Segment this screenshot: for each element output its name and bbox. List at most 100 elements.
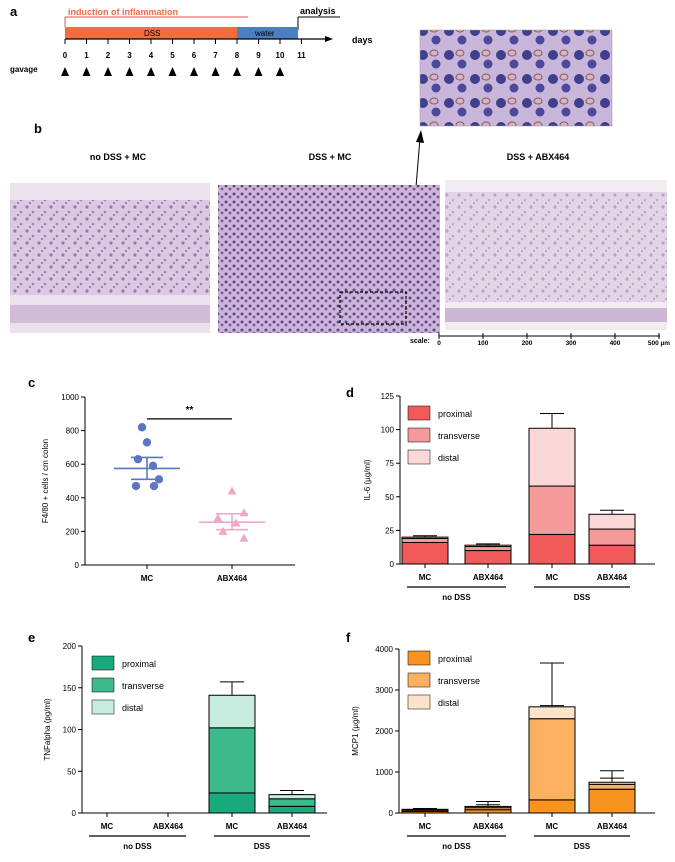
bar-segment-proximal	[528, 799, 576, 814]
scale-tick-label: 0	[437, 340, 441, 347]
bar-segment-distal	[588, 781, 636, 785]
data-point-mc	[133, 454, 143, 464]
bar-segment-proximal	[208, 792, 256, 814]
day-tick-label: 2	[106, 51, 111, 60]
panel-c-letter: c	[28, 375, 35, 390]
y-tick-label: 3000	[375, 686, 393, 695]
panel-c-chart: c 0 200 400 600 800 1000 F4/80 + cells / cm col…	[28, 375, 295, 583]
zoom-region-box	[339, 291, 407, 325]
bar-segment-transverse	[588, 783, 636, 790]
y-axis-label: TNFalpha (pg/ml)	[43, 698, 52, 761]
legend-swatch-transverse	[407, 427, 431, 443]
gavage-arrow	[276, 67, 284, 76]
bar-segment-distal	[528, 706, 576, 720]
day-tick-label: 8	[235, 51, 240, 60]
bar-segment-distal	[528, 427, 576, 487]
day-tick-label: 3	[127, 51, 132, 60]
x-tick-label: MC	[419, 573, 432, 582]
gavage-arrow	[168, 67, 177, 76]
day-tick-label: 7	[213, 51, 218, 60]
panel-b: b no DSS + MC DSS + MC DSS + ABX464 scal…	[10, 121, 670, 347]
y-tick-label: 75	[385, 459, 394, 468]
group-label: no DSS	[442, 842, 471, 851]
data-point-abx464	[218, 526, 228, 535]
y-tick-label: 50	[385, 493, 394, 502]
bar-segment-transverse	[588, 528, 636, 546]
data-point-mc	[137, 423, 147, 432]
bar-segment-transverse	[528, 485, 576, 535]
induction-label: induction of inflammation	[68, 7, 178, 17]
bar-segment-transverse	[464, 546, 512, 552]
panel-d-letter: d	[346, 385, 354, 400]
y-tick-label: 4000	[375, 645, 393, 654]
y-tick-label: 200	[66, 527, 80, 536]
zoom-inset-image	[419, 29, 613, 127]
data-point-abx464	[213, 513, 223, 522]
data-point-abx464	[239, 508, 249, 517]
legend-label-distal: distal	[438, 453, 459, 463]
y-tick-label: 100	[381, 426, 395, 435]
day-tick-label: 4	[149, 51, 154, 60]
x-tick-label: MC	[141, 574, 154, 583]
y-tick-label: 1000	[61, 393, 79, 402]
water-label: water	[254, 29, 275, 38]
bar-segment-proximal	[401, 541, 449, 565]
panel-f-chart: f 0 1000 2000 3000 4000 MCP1 (µg/ml) MC ABX464 MC…	[346, 630, 655, 851]
scale-tick-label: 200	[522, 340, 533, 347]
y-tick-label: 0	[389, 809, 394, 818]
day-tick-label: 9	[256, 51, 261, 60]
bar-segment-distal	[208, 694, 256, 729]
day-tick-label: 1	[84, 51, 89, 60]
legend-swatch-proximal	[91, 655, 115, 671]
y-tick-label: 125	[381, 392, 395, 401]
data-point-mc	[149, 481, 159, 491]
gavage-arrow	[233, 67, 241, 76]
panel-f-letter: f	[346, 630, 351, 645]
bar-segment-proximal	[268, 805, 316, 814]
histology-dss-abx464-tissue	[445, 192, 667, 302]
bar-segment-proximal	[528, 533, 576, 565]
y-axis-label: F4/80 + cells / cm colon	[41, 439, 50, 523]
title-no-dss-mc: no DSS + MC	[90, 152, 147, 162]
x-tick-label: ABX464	[597, 573, 628, 582]
y-tick-label: 0	[72, 809, 77, 818]
bar-segment-distal	[464, 805, 512, 809]
group-label: DSS	[574, 593, 591, 602]
analysis-label: analysis	[300, 6, 336, 16]
group-label: DSS	[254, 842, 271, 851]
legend-swatch-proximal	[407, 650, 431, 666]
legend-label-proximal: proximal	[438, 409, 472, 419]
legend-swatch-transverse	[91, 677, 115, 693]
significance-label: **	[186, 405, 194, 416]
legend-swatch-transverse	[407, 672, 431, 688]
gavage-arrow	[82, 67, 91, 76]
day-tick-label: 10	[276, 51, 285, 60]
panel-a: a induction of inflammation analysis DSS…	[10, 4, 373, 76]
scale-tick-label: 300	[566, 340, 577, 347]
bar-segment-transverse	[401, 537, 449, 543]
water-bar	[237, 27, 298, 39]
dss-bar	[65, 27, 237, 39]
group-label: no DSS	[123, 842, 152, 851]
x-tick-label: ABX464	[153, 822, 184, 831]
bar-segment-distal	[401, 808, 449, 811]
group-label: no DSS	[442, 593, 471, 602]
y-tick-label: 400	[66, 494, 80, 503]
data-point-abx464	[227, 486, 237, 495]
gavage-arrow	[125, 67, 134, 76]
legend-swatch-proximal	[407, 405, 431, 421]
x-tick-label: MC	[419, 822, 432, 831]
histology-no-dss-mc-tissue	[10, 200, 210, 295]
day-ticks: 0 1 2 3 4 5 6 7 8 9 10 11	[63, 39, 306, 60]
data-point-mc	[131, 481, 141, 491]
data-point-mc	[142, 438, 152, 447]
y-tick-label: 2000	[375, 727, 393, 736]
y-tick-label: 150	[63, 684, 77, 693]
y-tick-label: 800	[66, 427, 80, 436]
panel-a-letter: a	[10, 4, 18, 19]
x-tick-label: MC	[101, 822, 114, 831]
legend-swatch-distal	[407, 449, 431, 465]
bar-segment-proximal	[588, 788, 636, 814]
